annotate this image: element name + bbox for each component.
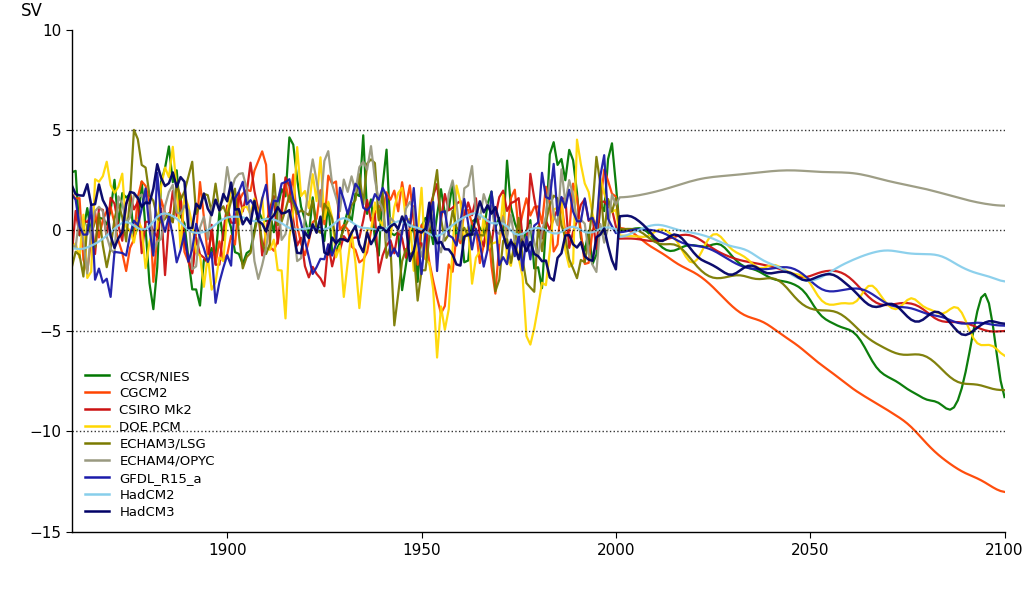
Legend: CCSR/NIES, CGCM2, CSIRO Mk2, DOE PCM, ECHAM3/LSG, ECHAM4/OPYC, GFDL_R15_a, HadCM: CCSR/NIES, CGCM2, CSIRO Mk2, DOE PCM, EC…	[78, 363, 221, 525]
Text: SV: SV	[20, 2, 42, 20]
